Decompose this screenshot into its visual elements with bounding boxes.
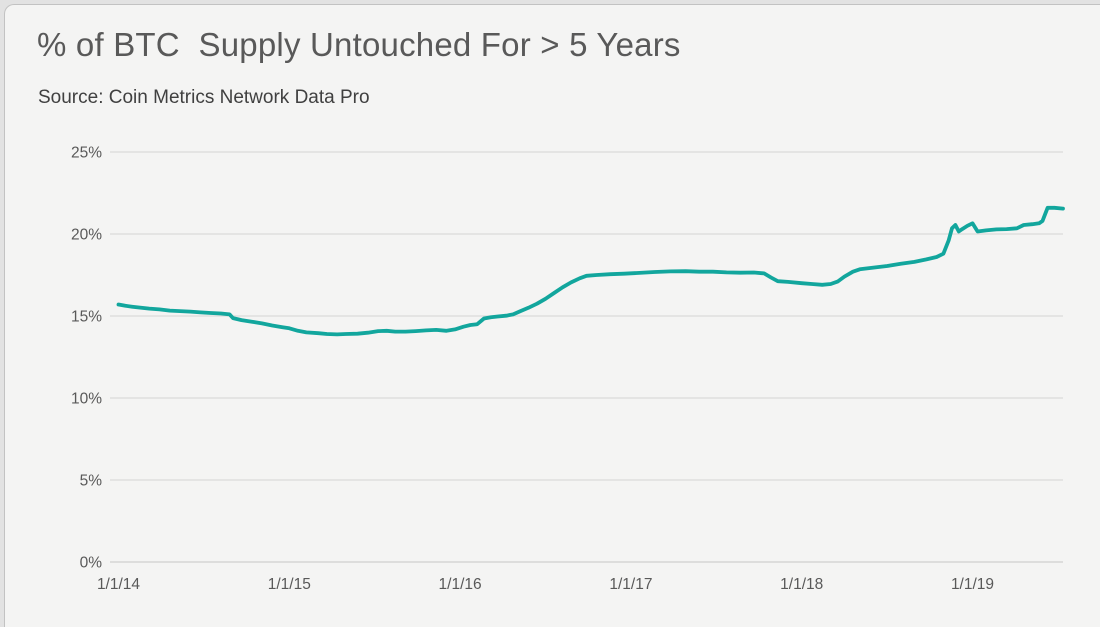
y-axis-tick-label: 15% [71, 309, 102, 326]
x-axis-tick-label: 1/1/17 [609, 576, 652, 593]
x-axis-tick-label: 1/1/15 [268, 576, 311, 593]
x-axis-tick-label: 1/1/18 [780, 576, 823, 593]
y-axis-tick-label: 10% [71, 391, 102, 408]
data-line-btc-supply [116, 205, 1065, 337]
y-axis-tick-label: 5% [80, 473, 103, 490]
y-axis-tick-label: 0% [80, 555, 103, 572]
y-axis-tick-label: 25% [71, 145, 102, 162]
chart-title: % of BTC Supply Untouched For > 5 Years [37, 26, 681, 63]
x-axis-tick-label: 1/1/14 [97, 576, 140, 593]
source-label: Source: Coin Metrics Network Data Pro [38, 87, 370, 108]
x-axis-tick-label: 1/1/19 [951, 576, 994, 593]
y-axis-tick-label: 20% [71, 227, 102, 244]
x-axis-tick-label: 1/1/16 [439, 576, 482, 593]
